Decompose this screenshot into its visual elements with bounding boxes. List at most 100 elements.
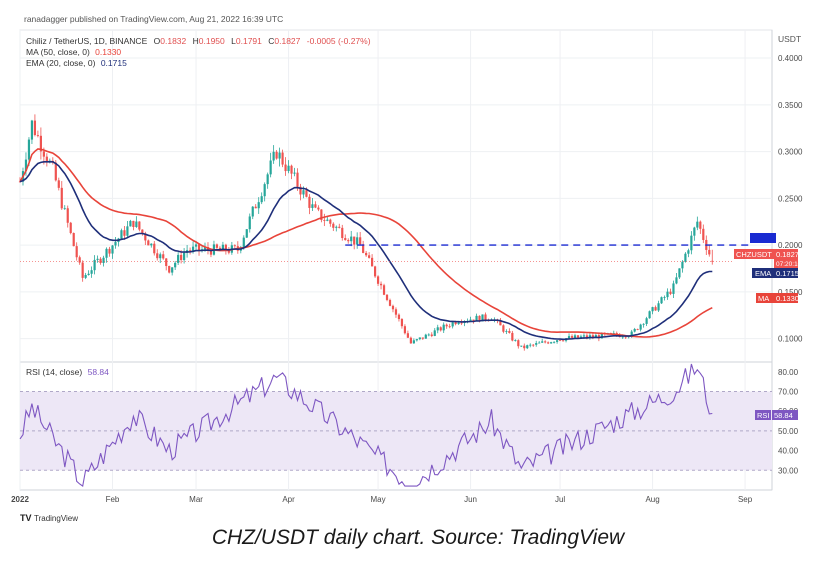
rsi-legend: RSI (14, close) 58.84 [26,367,109,377]
candle-body [630,331,633,337]
candle-body [126,226,129,236]
ma-tag-name: MA [758,294,769,303]
candle-body [579,336,583,338]
ma50-line [19,148,713,338]
candle-body [544,341,547,343]
tv-brand-text: TradingView [34,514,78,523]
candle-body [666,291,669,298]
candle-body [332,223,335,228]
candle-body [132,220,135,227]
candle-body [266,174,269,185]
candle-body [99,258,102,263]
candle-body [370,257,374,267]
ma-legend-value: 0.1330 [95,47,121,57]
candle-body [194,244,198,247]
candle-body [439,327,442,331]
candle-body [81,262,84,278]
candle-body [582,335,586,337]
candle-body [558,340,562,342]
candle-body [302,190,305,195]
price-tag-time: 07:20:10 [776,261,802,268]
candle-body [442,324,445,331]
candle-body [702,228,705,240]
candle-body [147,240,150,246]
candle-body [526,345,529,349]
candle-body [585,335,589,338]
candle-body [639,324,642,330]
candle-body [168,265,171,273]
candle-body [224,244,227,251]
candle-body [341,227,344,239]
candle-body [75,246,78,258]
candle-body [576,335,580,338]
price-tick-label: 0.1500 [778,288,803,297]
candle-body [406,333,410,338]
candle-body [156,253,159,259]
candle-body [708,249,711,255]
candle-body [165,258,168,266]
time-tick-label: Mar [189,495,203,504]
moving-averages [19,148,713,341]
tradingview-logo: TV TradingView [20,513,78,523]
ohlc-c-label: C [268,36,274,46]
ohlc-l: 0.1791 [236,36,262,46]
candle-body [353,236,356,245]
candle-body [400,319,404,327]
rsi-tick-label: 80.00 [778,368,799,377]
candle-body [284,164,287,172]
candle-body [188,250,192,252]
rsi-tick-label: 70.00 [778,388,799,397]
candle-body [159,254,162,259]
candle-body [254,206,257,209]
candle-body [365,252,368,256]
rsi-band-fill [20,391,772,471]
rsi-tick-label: 30.00 [778,466,799,475]
candle-body [451,322,454,327]
ma-legend-label: MA (50, close, 0) [26,47,90,57]
candle-body [538,342,541,344]
candle-body [180,254,183,261]
ohlc-l-label: L [231,36,236,46]
candle-body [621,336,624,338]
candle-body [197,244,201,251]
candle-body [448,326,451,328]
candle-body [379,283,383,286]
candle-body [260,196,263,203]
time-tick-label: Sep [738,495,753,504]
candle-body [654,307,657,311]
candle-body [529,344,532,346]
candle-body [191,246,195,251]
candle-body [481,314,484,322]
candle-body [123,230,126,236]
candle-body [203,247,207,250]
candle-body [645,318,648,324]
rsi-line-path [19,363,713,488]
candle-body [382,285,386,295]
candle-body [696,221,699,228]
price-tag: CHZUSDT 0.1827 07:20:10 [734,249,802,269]
candle-body [242,237,245,247]
candle-body [269,160,272,175]
candle-body [642,323,645,325]
candle-body [460,322,463,324]
candle-body [150,243,153,246]
candle-body [600,333,603,339]
candle-body [114,242,117,246]
candle-body [72,233,75,247]
candle-body [227,250,230,253]
candle-body [388,299,392,306]
candle-body [520,345,523,347]
candle-body [120,230,123,239]
candlestick-series [18,114,714,351]
price-tag-name: CHZUSDT [736,250,772,259]
ema-tag-value: 0.1715 [776,269,799,278]
candle-body [350,236,353,242]
candle-body [484,314,487,320]
published-note: ranadagger published on TradingView.com,… [24,14,283,24]
candle-body [111,245,114,254]
candle-body [69,222,72,234]
candle-body [472,319,475,322]
candle-body [18,181,22,183]
candle-body [278,152,281,159]
